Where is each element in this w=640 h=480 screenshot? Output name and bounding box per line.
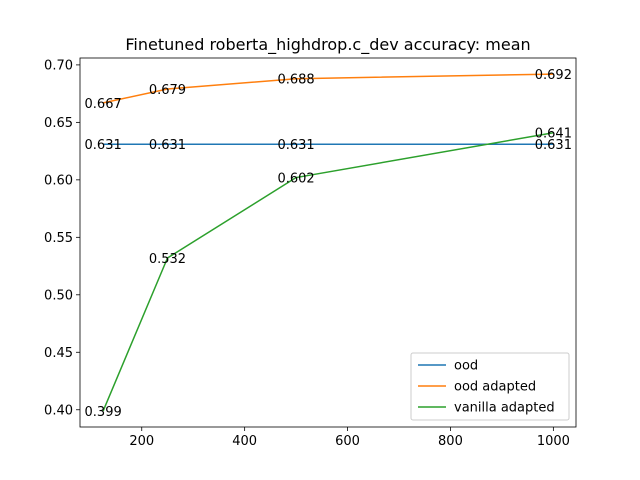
chart-title: Finetuned roberta_highdrop.c_dev accurac… [125,35,530,55]
y-tick-label-6: 0.70 [44,58,73,73]
data-label-2-1: 0.532 [149,252,186,267]
y-tick-label-4: 0.60 [44,173,73,188]
data-label-2-3: 0.641 [535,127,572,142]
series-line-1 [102,73,554,104]
x-tick-label-4: 1000 [537,434,570,449]
y-tick-label-3: 0.55 [44,231,73,246]
data-label-0-3: 0.631 [535,138,572,153]
data-label-0-2: 0.631 [277,138,314,153]
axes-frame [79,57,577,428]
x-tick-label-0: 200 [129,434,154,449]
axes: 200 400 600 800 1000 0.40 0.45 0.50 0.55 0.60 0.65… [44,57,577,449]
x-tick-label-1: 400 [232,434,257,449]
x-tick-label-3: 800 [438,434,463,449]
data-label-0-1: 0.631 [149,138,186,153]
series-line-2 [102,131,554,412]
y-tick-label-5: 0.65 [44,116,73,131]
data-label-1-3: 0.692 [535,68,572,83]
y-tick-label-1: 0.45 [44,346,73,361]
legend-box [410,352,570,421]
legend: ood ood adapted vanilla adapted [410,352,570,421]
x-tick-label-2: 600 [335,434,360,449]
data-label-1-0: 0.667 [85,97,122,112]
y-tick-label-0: 0.40 [44,403,73,418]
data-label-0-0: 0.631 [85,138,122,153]
plot-area: 0.631 0.631 0.631 0.631 0.667 0.679 0.688 0.692… [85,68,572,420]
data-label-2-2: 0.602 [277,172,314,187]
data-label-1-2: 0.688 [277,73,314,88]
y-tick-label-2: 0.50 [44,288,73,303]
legend-label-1: ood adapted [454,380,536,395]
data-label-2-0: 0.399 [85,405,122,420]
legend-label-0: ood [454,359,478,374]
data-label-1-1: 0.679 [149,83,186,98]
legend-label-2: vanilla adapted [454,401,555,416]
